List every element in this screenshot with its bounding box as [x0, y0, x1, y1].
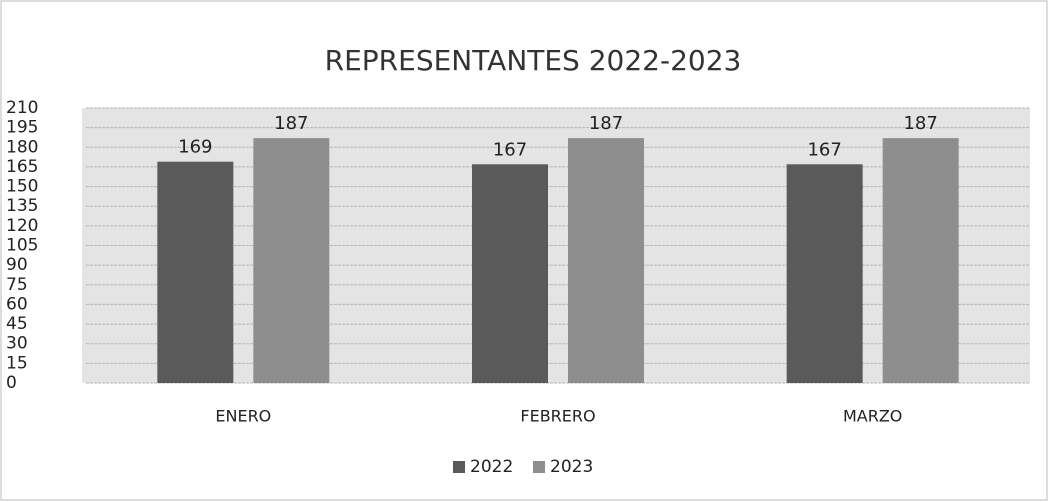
- y-tick-label: 75: [6, 275, 28, 295]
- y-tick-label: 45: [6, 314, 28, 334]
- bar: [157, 161, 234, 383]
- y-tick-label: 0: [6, 373, 17, 393]
- legend-label: 2022: [470, 457, 513, 477]
- data-label: 187: [274, 113, 308, 134]
- y-tick-label: 105: [6, 236, 38, 256]
- legend-swatch: [453, 461, 465, 473]
- bar: [882, 138, 959, 383]
- y-tick-label: 195: [6, 118, 38, 138]
- x-tick-label: MARZO: [843, 407, 902, 426]
- y-tick-label: 150: [6, 177, 38, 197]
- legend-swatch: [533, 461, 545, 473]
- legend-label: 2023: [550, 457, 593, 477]
- data-label: 187: [903, 113, 937, 134]
- x-tick-label: FEBRERO: [520, 407, 595, 426]
- data-label: 169: [178, 137, 212, 158]
- y-tick-label: 165: [6, 157, 38, 177]
- bar: [472, 164, 548, 383]
- y-tick-label: 90: [6, 255, 28, 275]
- x-tick-label: ENERO: [215, 407, 271, 426]
- y-tick-label: 180: [6, 137, 38, 157]
- chart-title: REPRESENTANTES 2022-2023: [325, 44, 742, 77]
- y-tick-label: 15: [6, 353, 28, 373]
- data-label: 167: [493, 139, 527, 160]
- y-tick-label: 60: [6, 294, 28, 314]
- bar: [253, 138, 330, 383]
- data-label: 187: [589, 113, 623, 134]
- y-tick-label: 120: [6, 216, 38, 236]
- bar: [568, 138, 644, 383]
- y-tick-label: 210: [6, 98, 38, 118]
- y-tick-label: 30: [6, 334, 28, 354]
- bar: [786, 164, 863, 383]
- data-label: 167: [807, 139, 841, 160]
- y-tick-label: 135: [6, 196, 38, 216]
